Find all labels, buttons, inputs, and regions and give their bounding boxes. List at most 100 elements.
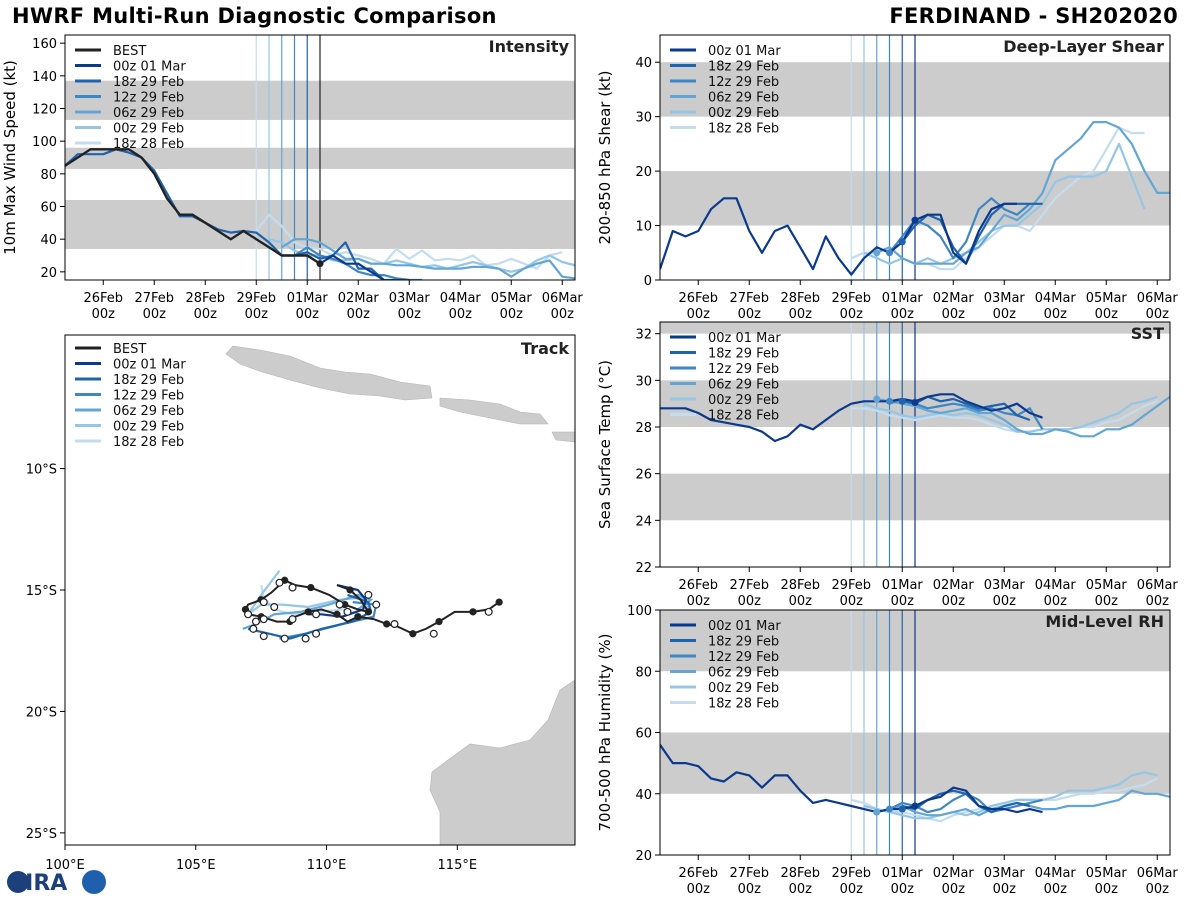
rh-legend-label: 00z 29 Feb xyxy=(708,681,779,696)
shear-x-tick-label: 02Mar xyxy=(933,291,975,306)
intensity-y-tick-label: 60 xyxy=(40,201,57,216)
track-best-point xyxy=(409,630,417,638)
intensity-x-tick-label: 05Mar xyxy=(491,291,533,306)
sst-x-tick-hour: 00z xyxy=(993,594,1017,609)
rh-legend-label: 06z 29 Feb xyxy=(708,666,779,681)
rh-x-tick-hour: 00z xyxy=(1044,882,1068,897)
track-legend-label: 00z 29 Feb xyxy=(113,420,184,435)
intensity-x-tick-label: 01Mar xyxy=(287,291,329,306)
track-best-point xyxy=(346,586,354,594)
rh-panel: 20 40 60 80 100 700-500 hPa Humidity (%) 26Feb… xyxy=(596,604,1178,897)
intensity-x-tick-label: 04Mar xyxy=(440,291,482,306)
cira-logo: CIRA xyxy=(7,870,106,896)
shear-x-tick-hour: 00z xyxy=(1095,307,1119,322)
track-open-point xyxy=(259,598,268,607)
track-best-line xyxy=(244,579,500,635)
sst-y-tick-label: 24 xyxy=(635,514,652,529)
rh-x-tick-hour: 00z xyxy=(738,882,762,897)
track-open-point xyxy=(275,578,284,587)
track-open-point xyxy=(372,600,381,609)
intensity-y-tick-label: 80 xyxy=(40,168,57,183)
track-plot-area xyxy=(225,345,575,845)
track-y-tick-label: 20°S xyxy=(26,705,57,720)
sst-x-tick-hour: 00z xyxy=(789,594,813,609)
rh-x-tick-hour: 00z xyxy=(1095,882,1119,897)
intensity-x-tick-hour: 00z xyxy=(143,307,167,322)
intensity-frame xyxy=(64,34,576,281)
rh-x-tick-label: 05Mar xyxy=(1086,866,1128,881)
intensity-y-tick-label: 140 xyxy=(32,70,57,85)
track-x-tick-label: 105°E xyxy=(176,858,216,873)
shear-x-tick-label: 28Feb xyxy=(780,291,820,306)
rh-x-tick-hour: 00z xyxy=(840,882,864,897)
shear-x-tick-hour: 00z xyxy=(789,307,813,322)
rh-legend-label: 12z 29 Feb xyxy=(708,650,779,665)
sst-x-tick-label: 06Mar xyxy=(1137,578,1179,593)
rh-x-tick-label: 26Feb xyxy=(678,866,718,881)
shear-series-line xyxy=(876,121,1170,265)
shear-x-tick-label: 05Mar xyxy=(1086,291,1128,306)
page-title: HWRF Multi-Run Diagnostic Comparison xyxy=(12,4,497,28)
intensity-legend-label: 18z 28 Feb xyxy=(113,137,184,152)
rh-y-tick-label: 20 xyxy=(635,849,652,864)
track-x-tick-label: 100°E xyxy=(45,858,85,873)
intensity-x-tick-hour: 00z xyxy=(347,307,371,322)
track-best-point xyxy=(383,620,391,628)
intensity-x-tick-hour: 00z xyxy=(398,307,422,322)
intensity-legend-label: 18z 29 Feb xyxy=(113,75,184,90)
sst-y-tick-label: 30 xyxy=(635,374,652,389)
rh-legend-label: 18z 28 Feb xyxy=(708,697,779,712)
intensity-x-tick-hour: 00z xyxy=(92,307,116,322)
rh-x-tick-hour: 00z xyxy=(687,882,711,897)
shear-x-tick-hour: 00z xyxy=(891,307,915,322)
intensity-y-axis-label: 10m Max Wind Speed (kt) xyxy=(1,60,19,255)
rh-x-tick-label: 04Mar xyxy=(1035,866,1077,881)
shear-x-tick-label: 04Mar xyxy=(1035,291,1077,306)
intensity-x-tick-hour: 00z xyxy=(551,307,575,322)
shear-x-tick-hour: 00z xyxy=(840,307,864,322)
shear-legend-label: 06z 29 Feb xyxy=(708,91,779,106)
track-open-point xyxy=(390,619,399,628)
shear-x-tick-hour: 00z xyxy=(1146,307,1170,322)
shear-x-tick-label: 26Feb xyxy=(678,291,718,306)
sst-legend-label: 00z 01 Mar xyxy=(708,331,781,346)
shear-y-tick-label: 40 xyxy=(635,56,652,71)
shear-x-tick-label: 03Mar xyxy=(984,291,1026,306)
track-legend-label: 18z 28 Feb xyxy=(113,435,184,450)
track-panel: 100°E 105°E 110°E 115°E 10°S 15°S 20°S 25°S Trac… xyxy=(26,334,576,873)
sst-x-tick-label: 03Mar xyxy=(984,578,1026,593)
rh-series-line xyxy=(863,771,1158,820)
sst-run-point xyxy=(886,397,893,405)
rh-x-tick-label: 27Feb xyxy=(729,866,769,881)
rh-x-tick-hour: 00z xyxy=(891,882,915,897)
land-mass xyxy=(551,431,575,443)
intensity-x-tick-label: 03Mar xyxy=(389,291,431,306)
track-x-tick-label: 110°E xyxy=(307,858,347,873)
shear-legend-label: 12z 29 Feb xyxy=(708,75,779,90)
intensity-x-tick-label: 02Mar xyxy=(338,291,380,306)
track-open-point xyxy=(259,632,268,641)
sst-x-tick-hour: 00z xyxy=(687,594,711,609)
track-y-tick-label: 15°S xyxy=(26,584,57,599)
sst-plot-area xyxy=(660,322,1170,567)
shear-legend-label: 00z 29 Feb xyxy=(708,106,779,121)
sst-x-tick-label: 28Feb xyxy=(780,578,820,593)
shear-y-tick-label: 10 xyxy=(635,220,652,235)
track-legend-label: 12z 29 Feb xyxy=(113,389,184,404)
track-legend-label: 00z 01 Mar xyxy=(113,358,186,373)
rh-y-tick-label: 100 xyxy=(627,604,652,619)
intensity-series-line xyxy=(65,148,410,280)
rh-x-tick-label: 01Mar xyxy=(882,866,924,881)
shear-x-tick-hour: 00z xyxy=(687,307,711,322)
sst-x-tick-hour: 00z xyxy=(1095,594,1119,609)
intensity-x-tick-hour: 00z xyxy=(449,307,473,322)
track-open-point xyxy=(312,629,321,638)
rh-x-tick-label: 29Feb xyxy=(831,866,871,881)
intensity-y-tick-label: 100 xyxy=(32,135,57,150)
land-mass xyxy=(429,679,575,845)
intensity-series-line xyxy=(281,238,575,280)
intensity-y-tick-label: 160 xyxy=(32,37,57,52)
intensity-legend-label: 12z 29 Feb xyxy=(113,91,184,106)
sst-x-tick-label: 05Mar xyxy=(1086,578,1128,593)
